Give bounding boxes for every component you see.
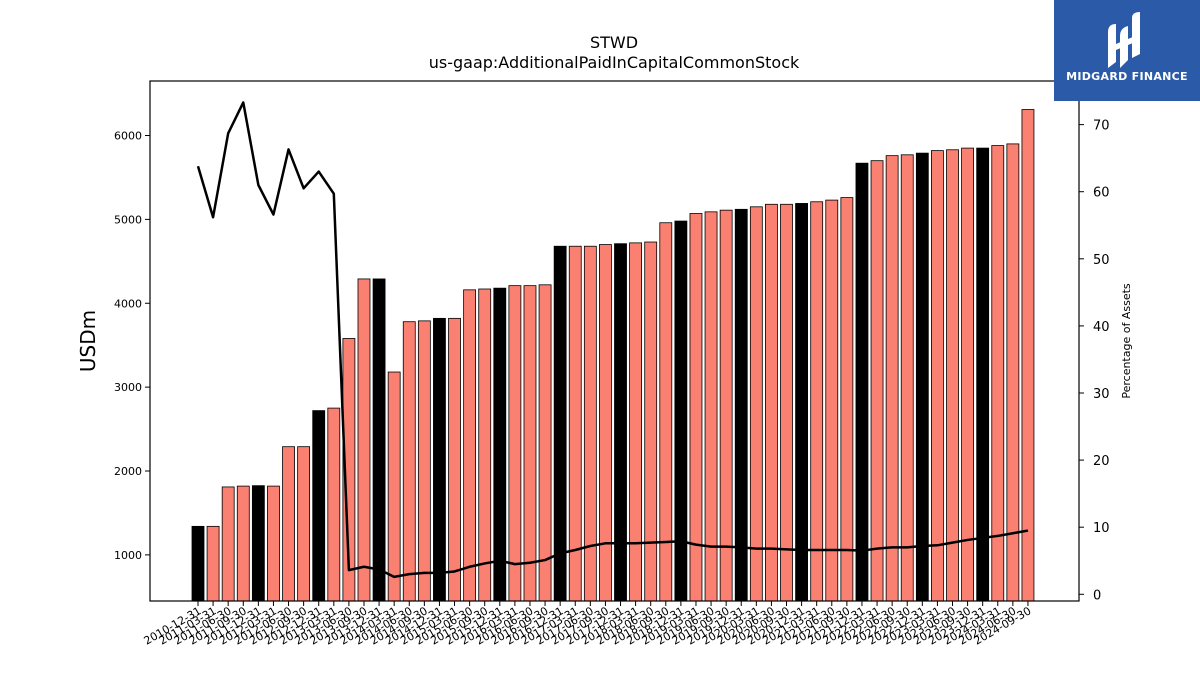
bar-2016-09-30 bbox=[538, 284, 552, 602]
y-axis-right: 0 10 20 30 40 50 60 70 bbox=[1079, 119, 1110, 603]
bar-2023-09-30 bbox=[961, 147, 974, 602]
bar-2019-09-30 bbox=[719, 209, 733, 602]
bar-2013-03-31 bbox=[327, 407, 341, 602]
y2-tick-label: 50 bbox=[1093, 253, 1110, 268]
bar-2013-09-30 bbox=[357, 278, 371, 602]
bar-2022-03-31 bbox=[870, 160, 884, 602]
bar-2011-06-30 bbox=[221, 486, 235, 602]
bar-2015-03-31 bbox=[448, 317, 461, 602]
bar-2015-06-30 bbox=[463, 289, 477, 602]
bar-2021-06-30 bbox=[825, 199, 839, 602]
bar-2011-12-31 bbox=[251, 485, 265, 602]
bar-2022-06-30 bbox=[885, 155, 899, 602]
bar-2012-06-30 bbox=[282, 446, 295, 602]
bar-2020-03-31 bbox=[749, 206, 763, 602]
percentage-line-series bbox=[196, 101, 1029, 579]
chart-subtitle: us-gaap:AdditionalPaidInCapitalCommonSto… bbox=[429, 53, 800, 72]
y-axis-left: 1000 2000 3000 4000 5000 6000 bbox=[114, 130, 150, 562]
bar-2015-12-31 bbox=[493, 287, 507, 602]
bar-series bbox=[191, 109, 1035, 602]
bar-2014-09-30 bbox=[417, 320, 431, 602]
bar-2018-09-30 bbox=[659, 222, 673, 602]
bar-2013-12-31 bbox=[372, 278, 386, 602]
y-tick-label: 6000 bbox=[114, 130, 142, 143]
plot-frame bbox=[149, 80, 1080, 602]
y2-tick-label: 70 bbox=[1093, 119, 1110, 134]
bar-2014-12-31 bbox=[433, 317, 446, 602]
bar-2014-03-31 bbox=[387, 371, 401, 602]
y2-tick-label: 60 bbox=[1093, 186, 1110, 201]
y-tick-label: 5000 bbox=[114, 213, 142, 226]
y-axis-label: USDm bbox=[76, 310, 100, 372]
bar-2014-06-30 bbox=[402, 321, 416, 602]
bar-2022-12-31 bbox=[915, 152, 929, 602]
bar-2021-03-31 bbox=[810, 201, 824, 602]
bar-2024-09-30 bbox=[1021, 109, 1035, 602]
y2-tick-label: 0 bbox=[1093, 588, 1101, 603]
y2-tick-label: 40 bbox=[1093, 320, 1110, 335]
bar-2021-12-31 bbox=[855, 162, 869, 602]
y-tick-label: 4000 bbox=[114, 297, 142, 310]
y-tick-label: 2000 bbox=[114, 465, 142, 478]
bar-2019-12-31 bbox=[734, 208, 748, 602]
bar-2011-09-30 bbox=[236, 485, 250, 602]
bar-2018-06-30 bbox=[644, 241, 658, 602]
bar-2010-12-31 bbox=[191, 525, 205, 602]
bar-2017-12-31 bbox=[614, 243, 627, 602]
y-tick-label: 3000 bbox=[114, 381, 142, 394]
chart-title: STWD bbox=[590, 33, 638, 52]
y2-tick-label: 10 bbox=[1093, 521, 1110, 536]
x-axis: 2010-12-312011-03-312011-06-302011-09-30… bbox=[142, 601, 1033, 648]
y-tick-label: 1000 bbox=[114, 549, 142, 562]
bar-2020-06-30 bbox=[765, 203, 778, 602]
bar-2016-06-30 bbox=[523, 285, 537, 602]
bar-2019-06-30 bbox=[704, 211, 718, 602]
bar-2012-03-31 bbox=[267, 485, 280, 602]
bar-2023-03-31 bbox=[931, 150, 944, 602]
brand-mark-icon bbox=[1108, 12, 1140, 68]
bar-2012-09-30 bbox=[297, 446, 311, 602]
bar-2021-09-30 bbox=[840, 197, 854, 602]
bar-2018-03-31 bbox=[629, 242, 643, 602]
bar-2020-09-30 bbox=[780, 203, 793, 602]
bar-2023-06-30 bbox=[946, 149, 959, 602]
bar-2018-12-31 bbox=[674, 220, 688, 602]
brand-name: MIDGARD FINANCE bbox=[1066, 70, 1188, 83]
bar-2020-12-31 bbox=[795, 203, 808, 602]
bar-2022-09-30 bbox=[900, 154, 914, 602]
y2-tick-label: 30 bbox=[1093, 387, 1110, 402]
bar-2012-12-31 bbox=[312, 410, 326, 602]
y2-tick-label: 20 bbox=[1093, 454, 1110, 469]
percentage-of-assets-line bbox=[196, 101, 1029, 579]
bar-2024-03-31 bbox=[991, 145, 1005, 602]
bar-2023-12-31 bbox=[976, 147, 990, 602]
bar-2016-03-31 bbox=[508, 285, 522, 602]
bar-2011-03-31 bbox=[206, 525, 220, 602]
bar-2016-12-31 bbox=[553, 245, 567, 602]
bar-2017-09-30 bbox=[599, 244, 612, 602]
brand-logo: MIDGARD FINANCE bbox=[1054, 0, 1200, 101]
bar-2015-09-30 bbox=[478, 288, 492, 602]
y2-axis-label: Percentage of Assets bbox=[1120, 283, 1133, 399]
